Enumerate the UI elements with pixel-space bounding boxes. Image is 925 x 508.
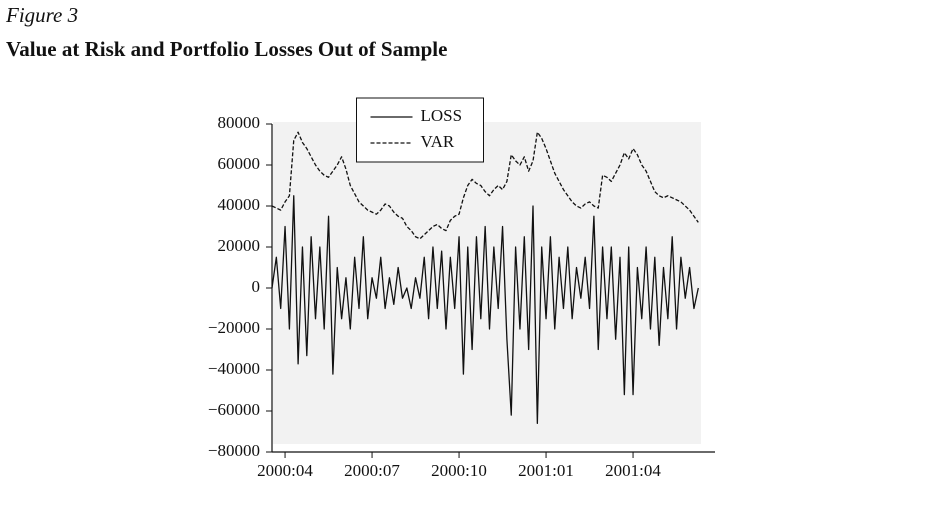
y-tick-label: 60000 <box>218 154 261 173</box>
chart-title: Value at Risk and Portfolio Losses Out o… <box>6 37 447 61</box>
y-tick-label: −20000 <box>208 318 260 337</box>
y-tick-label: −60000 <box>208 400 260 419</box>
x-tick-label: 2001:01 <box>518 461 574 480</box>
x-tick-label: 2000:07 <box>344 461 400 480</box>
series-line <box>271 131 699 240</box>
y-tick-label: 20000 <box>218 236 261 255</box>
legend-label: VAR <box>421 132 455 151</box>
x-tick-label: 2000:04 <box>257 461 313 480</box>
y-tick-label: 0 <box>252 277 261 296</box>
y-tick-label: 80000 <box>218 113 261 132</box>
figure-label: Figure 3 <box>5 3 78 27</box>
x-tick-label: 2000:10 <box>431 461 487 480</box>
legend-box <box>356 97 484 163</box>
series-line <box>271 195 699 424</box>
y-tick-label: 40000 <box>218 195 261 214</box>
y-tick-label: −40000 <box>208 359 260 378</box>
legend-label: LOSS <box>421 106 463 125</box>
y-tick-label: −80000 <box>208 441 260 460</box>
x-tick-label: 2001:04 <box>605 461 661 480</box>
